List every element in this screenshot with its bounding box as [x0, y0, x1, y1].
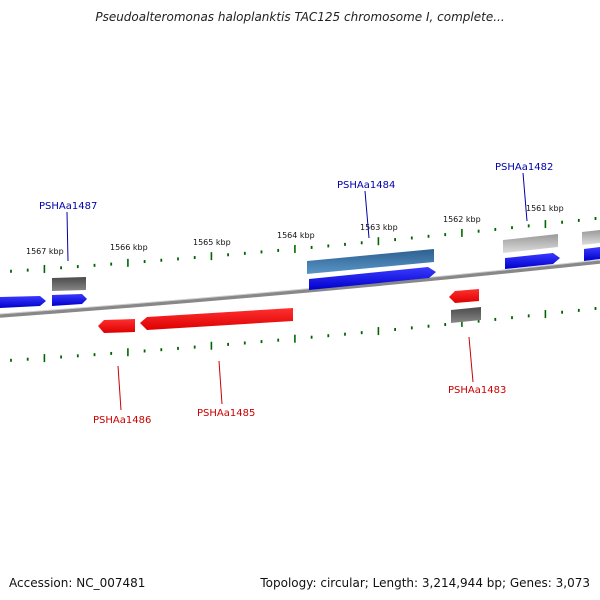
forward-gene-arrow[interactable] [309, 267, 436, 290]
forward-gene-arrow[interactable] [505, 253, 560, 269]
forward-tick-track [10, 217, 597, 273]
forward-gene-arrow[interactable] [584, 247, 600, 261]
kbp-label: 1567 kbp [26, 247, 64, 256]
kbp-label: 1564 kbp [277, 231, 315, 240]
forward-gene-arrow[interactable] [0, 296, 46, 308]
gene-label-forward[interactable]: PSHAa1487 [39, 201, 97, 212]
reverse-gene-arrow[interactable] [449, 289, 479, 303]
kbp-label: 1562 kbp [443, 215, 481, 224]
gene-bar[interactable] [503, 234, 558, 253]
map-title: Pseudoalteromonas haloplanktis TAC125 ch… [95, 10, 505, 24]
chromosome-backbone [0, 260, 600, 318]
kbp-label: 1561 kbp [526, 204, 564, 213]
gene-labels: PSHAa1487 PSHAa1484 PSHAa1482 PSHAa1486 … [39, 162, 553, 426]
gene-label-reverse[interactable]: PSHAa1483 [448, 385, 506, 396]
kbp-label: 1563 kbp [360, 223, 398, 232]
reverse-gene-arrow[interactable] [140, 308, 293, 330]
kbp-label: 1565 kbp [193, 238, 231, 247]
gene-label-forward[interactable]: PSHAa1482 [495, 162, 553, 173]
gene-bar[interactable] [582, 230, 600, 245]
accession-text: Accession: NC_007481 [9, 576, 146, 590]
reverse-genes [98, 289, 479, 333]
gene-label-reverse[interactable]: PSHAa1486 [93, 415, 151, 426]
reverse-tick-track [10, 307, 597, 363]
forward-feature-bars [52, 230, 600, 291]
label-leaders [66, 172, 528, 411]
forward-genes [0, 247, 600, 308]
topology-text: Topology: circular; Length: 3,214,944 bp… [260, 576, 590, 590]
gene-bar-highlight[interactable] [307, 249, 434, 274]
gene-bar[interactable] [451, 307, 481, 323]
kbp-scale: 1567 kbp 1566 kbp 1565 kbp 1564 kbp 1563… [26, 204, 564, 256]
reverse-feature-bars [451, 307, 481, 323]
gene-label-reverse[interactable]: PSHAa1485 [197, 408, 255, 419]
gene-bar[interactable] [52, 277, 86, 291]
kbp-label: 1566 kbp [110, 243, 148, 252]
reverse-gene-arrow[interactable] [98, 319, 135, 333]
forward-gene-arrow[interactable] [52, 294, 87, 306]
gene-label-forward[interactable]: PSHAa1484 [337, 180, 395, 191]
